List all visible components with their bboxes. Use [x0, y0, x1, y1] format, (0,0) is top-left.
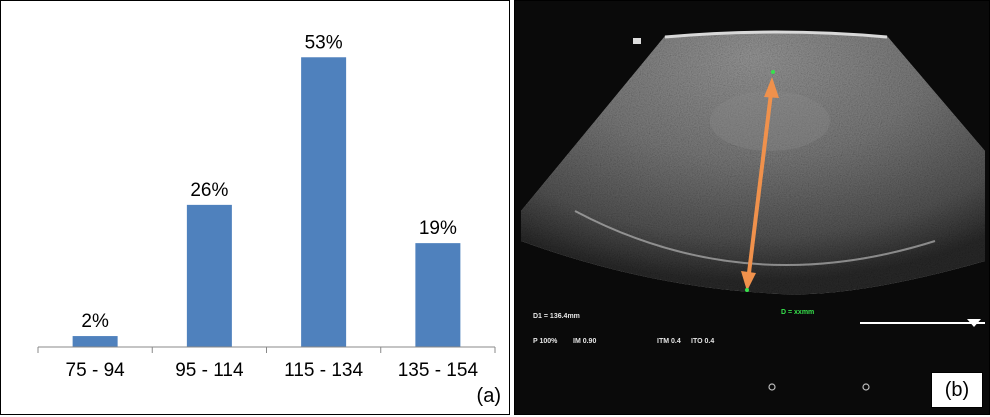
mi-readout: IM 0.90 — [573, 338, 597, 345]
data-label: 2% — [81, 311, 109, 332]
arrow-head-top — [764, 77, 779, 98]
probe-surface-line — [664, 30, 888, 39]
bar-chart-panel: 75 - 94 95 - 114 115 - 134 135 - 154 2% 26% 5… — [0, 0, 510, 415]
panel-label-a: (a) — [476, 385, 501, 407]
distance-label: D = xxmm — [781, 309, 815, 316]
data-label: 26% — [190, 180, 228, 201]
measurement-readout: D1 = 136.4mm — [533, 313, 580, 320]
scale-bar-marker — [967, 319, 981, 327]
bar — [186, 204, 232, 347]
ultrasound-sector — [521, 31, 985, 295]
x-tick-label: 115 - 134 — [284, 360, 363, 381]
power-readout: P 100% — [533, 338, 558, 345]
focus-icon — [768, 383, 776, 391]
caliper-bottom — [745, 288, 749, 292]
measurement-arrow — [746, 84, 774, 282]
bar-chart: 75 - 94 95 - 114 115 - 134 135 - 154 2% 26% 5… — [37, 32, 496, 381]
data-label: 19% — [419, 218, 457, 239]
panel-label-b: (b) — [931, 372, 983, 408]
tim-readout: ITM 0.4 — [657, 338, 681, 345]
arrow-head-bottom — [741, 271, 756, 291]
settings-icon — [862, 383, 870, 391]
bar — [301, 57, 347, 348]
organ-region — [710, 91, 830, 151]
x-tick-label: 135 - 154 — [398, 360, 479, 381]
orientation-marker — [633, 38, 641, 44]
x-tick-label: 95 - 114 — [175, 360, 244, 381]
tio-readout: ITO 0.4 — [691, 338, 715, 345]
bar — [72, 336, 118, 347]
x-tick-label: 75 - 94 — [66, 360, 126, 381]
data-label: 53% — [305, 32, 343, 53]
ultrasound-image-panel: D1 = 136.4mm D = xxmm P 100% IM 0.90 ITM… — [514, 0, 990, 415]
caliper-top — [771, 70, 775, 74]
ultrasound-image — [521, 30, 985, 391]
bar — [415, 243, 461, 347]
